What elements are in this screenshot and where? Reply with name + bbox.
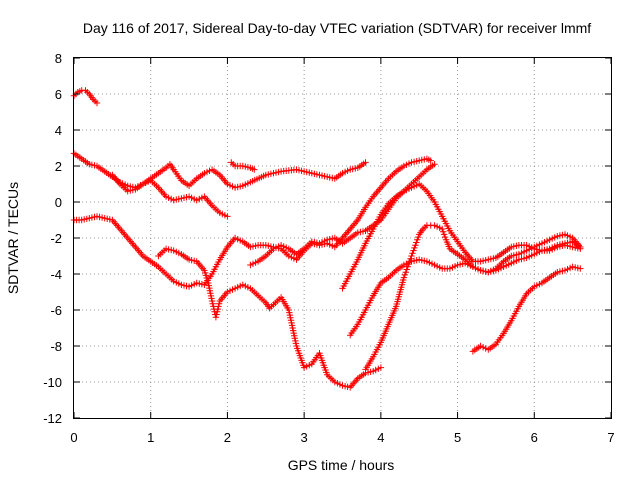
data-point bbox=[224, 213, 231, 220]
series-arc-11 bbox=[469, 263, 584, 355]
data-series-group bbox=[70, 87, 584, 391]
x-tick-label: 7 bbox=[607, 430, 614, 445]
data-point bbox=[215, 300, 223, 307]
grid-lines bbox=[74, 58, 611, 418]
axis-ticks bbox=[73, 57, 612, 419]
data-point bbox=[401, 271, 408, 279]
data-point bbox=[213, 311, 220, 318]
data-point bbox=[439, 225, 446, 233]
x-tick-label: 3 bbox=[301, 430, 308, 445]
data-point bbox=[251, 166, 258, 173]
data-point bbox=[93, 99, 101, 107]
data-point bbox=[214, 305, 221, 313]
data-point bbox=[412, 242, 419, 249]
series-arc-4 bbox=[228, 159, 258, 173]
x-tick-label: 5 bbox=[454, 430, 461, 445]
data-point bbox=[212, 314, 220, 321]
data-point bbox=[415, 233, 422, 241]
series-arc-10 bbox=[362, 222, 584, 373]
data-point bbox=[214, 308, 221, 315]
data-point bbox=[408, 252, 415, 260]
chart-title: Day 116 of 2017, Sidereal Day-to-day VTE… bbox=[83, 20, 591, 36]
data-point bbox=[431, 161, 438, 168]
x-tick-label: 1 bbox=[147, 430, 154, 445]
series-line bbox=[157, 248, 382, 389]
data-point bbox=[208, 297, 216, 305]
series-arc-5 bbox=[70, 155, 434, 290]
x-tick-label: 4 bbox=[377, 430, 384, 445]
y-tick-label: -12 bbox=[43, 411, 62, 426]
data-point bbox=[377, 364, 385, 371]
data-point bbox=[409, 250, 416, 257]
y-tick-label: 6 bbox=[55, 87, 62, 102]
y-tick-label: -6 bbox=[50, 303, 62, 318]
x-tick-label: 0 bbox=[70, 430, 77, 445]
data-point bbox=[441, 233, 449, 241]
data-point bbox=[414, 236, 421, 243]
y-tick-label: -4 bbox=[50, 267, 62, 282]
data-point bbox=[410, 247, 417, 254]
x-axis-tick-labels: 0 1 2 3 4 5 6 7 bbox=[70, 430, 614, 445]
data-point bbox=[427, 157, 434, 164]
data-point bbox=[405, 260, 412, 268]
data-point bbox=[402, 269, 409, 276]
data-point bbox=[406, 258, 413, 265]
y-tick-label: 8 bbox=[55, 51, 62, 66]
data-point bbox=[362, 159, 369, 166]
y-tick-label: 0 bbox=[55, 195, 62, 210]
data-point bbox=[411, 244, 418, 252]
data-point bbox=[215, 303, 222, 310]
data-point bbox=[403, 266, 410, 273]
y-axis-label: SDTVAR / TECUs bbox=[5, 182, 21, 294]
data-point bbox=[440, 228, 447, 235]
data-point bbox=[404, 263, 411, 270]
data-point bbox=[440, 231, 448, 238]
x-tick-label: 2 bbox=[224, 430, 231, 445]
y-tick-label: -10 bbox=[43, 375, 62, 390]
data-point bbox=[209, 300, 216, 307]
x-axis-label: GPS time / hours bbox=[288, 457, 395, 473]
data-point bbox=[413, 239, 420, 246]
data-point bbox=[400, 274, 408, 281]
x-tick-label: 6 bbox=[531, 430, 538, 445]
plot-frame bbox=[73, 57, 612, 419]
data-point bbox=[577, 265, 584, 272]
y-tick-label: -2 bbox=[50, 231, 62, 246]
series-arc-3 bbox=[109, 159, 369, 195]
y-tick-label: 2 bbox=[55, 159, 62, 174]
y-axis-tick-labels: 8 6 4 2 0 -2 -4 -6 -8 -10 -12 bbox=[43, 51, 62, 426]
y-tick-label: 4 bbox=[55, 123, 62, 138]
data-point bbox=[577, 243, 584, 251]
y-tick-label: -8 bbox=[50, 339, 62, 354]
data-point bbox=[407, 255, 414, 262]
